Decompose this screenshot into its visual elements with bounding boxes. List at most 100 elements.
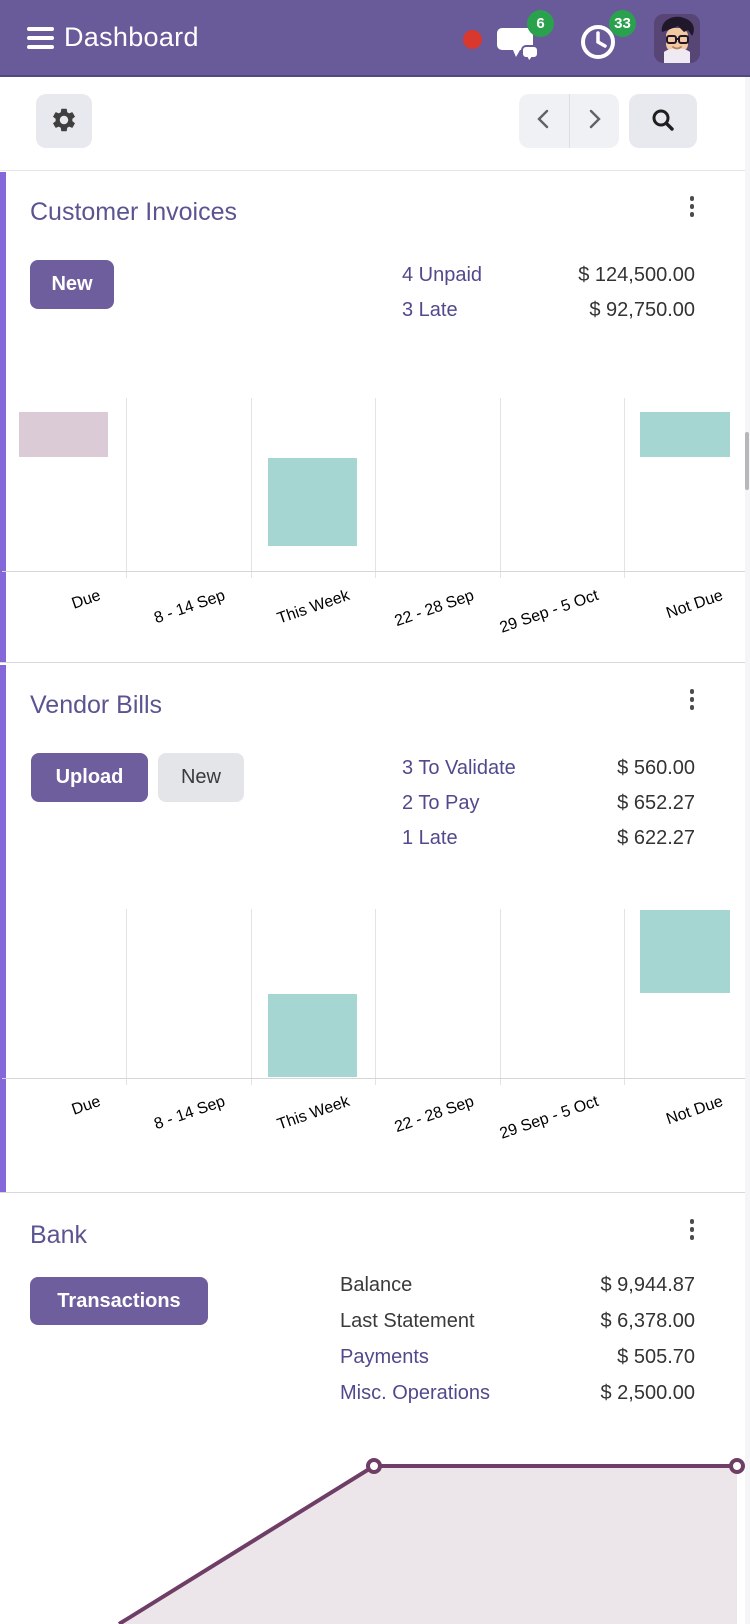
messages-badge: 6 [527, 10, 554, 37]
late-bills-amount: $ 622.27 [617, 827, 695, 849]
data-point-marker[interactable] [366, 1458, 382, 1474]
to-pay-amount: $ 652.27 [617, 792, 695, 814]
last-statement-label: Last Statement [340, 1310, 475, 1332]
transactions-button[interactable]: Transactions [30, 1277, 208, 1325]
avatar[interactable] [654, 14, 700, 63]
customer-invoices-card: Customer Invoices New 4 Unpaid $ 124,500… [0, 172, 750, 663]
unpaid-invoices-link[interactable]: 4 Unpaid [402, 264, 483, 286]
control-panel [0, 77, 750, 171]
bank-card: Bank Transactions Balance $ 9,944.87 Las… [0, 1195, 750, 1624]
late-bills-link[interactable]: 1 Late [402, 827, 458, 849]
payments-link[interactable]: Payments [340, 1346, 429, 1368]
vendor-bills-title: Vendor Bills [30, 691, 163, 719]
page-title: Dashboard [64, 22, 199, 52]
to-validate-link[interactable]: 3 To Validate [402, 757, 516, 779]
balance-label: Balance [340, 1274, 413, 1296]
stat-row: 2 To Pay $ 652.27 [402, 792, 695, 822]
chart-gridline [126, 909, 127, 1085]
previous-page-button[interactable] [519, 94, 570, 148]
stat-row: Payments $ 505.70 [340, 1346, 695, 1376]
bar-this-week[interactable] [268, 994, 357, 1077]
bar-due[interactable] [19, 412, 108, 457]
late-invoices-link[interactable]: 3 Late [402, 299, 458, 321]
misc-operations-amount: $ 2,500.00 [600, 1382, 695, 1404]
vendor-bills-chart: Due 8 - 14 Sep This Week 22 - 28 Sep 29 Sep … [0, 665, 750, 1192]
stat-row: 1 Late $ 622.27 [402, 827, 695, 857]
avatar-illustration [654, 14, 700, 63]
new-bill-button[interactable]: New [158, 753, 244, 802]
search-button[interactable] [629, 94, 697, 148]
bar-not-due[interactable] [640, 910, 730, 993]
scrollbar-thumb[interactable] [745, 432, 749, 490]
x-tick-label: 22 - 28 Sep [392, 1093, 477, 1137]
bar-this-week[interactable] [268, 458, 357, 546]
x-tick-label: Due [69, 1093, 103, 1119]
balance-amount: $ 9,944.87 [600, 1274, 695, 1296]
x-tick-label: 22 - 28 Sep [392, 587, 477, 631]
messages-button[interactable]: 6 [494, 10, 554, 68]
stat-row: 3 Late $ 92,750.00 [402, 299, 695, 329]
area-fill [119, 1466, 737, 1624]
x-tick-label: Not Due [664, 587, 726, 623]
menu-icon[interactable] [27, 27, 54, 49]
chevron-right-icon [583, 108, 605, 135]
activities-button[interactable]: 33 [576, 10, 636, 68]
pager [519, 94, 619, 148]
customer-invoices-chart: Due 8 - 14 Sep This Week 22 - 28 Sep 29 Sep … [0, 172, 750, 662]
kebab-menu-icon[interactable] [682, 1219, 702, 1249]
chevron-left-icon [533, 108, 555, 135]
chart-x-axis [2, 1078, 747, 1079]
next-page-button[interactable] [570, 94, 620, 148]
chart-gridline [126, 398, 127, 578]
last-statement-amount: $ 6,378.00 [600, 1310, 695, 1332]
scrollbar-track [745, 77, 750, 1624]
chart-gridline [375, 398, 376, 578]
to-pay-link[interactable]: 2 To Pay [402, 792, 480, 814]
x-tick-label: This Week [274, 587, 352, 628]
late-invoices-amount: $ 92,750.00 [589, 299, 695, 321]
payments-amount: $ 505.70 [617, 1346, 695, 1368]
stat-row: Misc. Operations $ 2,500.00 [340, 1382, 695, 1412]
kebab-menu-icon[interactable] [682, 689, 702, 719]
customer-invoices-title: Customer Invoices [30, 198, 238, 226]
x-tick-label: This Week [274, 1093, 352, 1134]
x-tick-label: 29 Sep - 5 Oct [497, 587, 601, 637]
chart-x-axis [2, 571, 747, 572]
app-header: Dashboard 6 33 [0, 0, 750, 77]
x-tick-label: 8 - 14 Sep [152, 587, 228, 628]
gear-icon [50, 106, 78, 137]
card-accent-strip [0, 665, 6, 1192]
new-invoice-button[interactable]: New [30, 260, 114, 309]
misc-operations-link[interactable]: Misc. Operations [340, 1382, 491, 1404]
stat-row: Balance $ 9,944.87 [340, 1274, 695, 1304]
card-accent-strip [0, 172, 6, 662]
x-tick-label: Not Due [664, 1093, 726, 1129]
chart-gridline [251, 909, 252, 1085]
kebab-menu-icon[interactable] [682, 196, 702, 226]
upload-bill-button[interactable]: Upload [31, 753, 148, 802]
chart-gridline [500, 909, 501, 1085]
chart-gridline [251, 398, 252, 578]
to-validate-amount: $ 560.00 [617, 757, 695, 779]
bank-title: Bank [30, 1221, 87, 1249]
vendor-bills-card: Vendor Bills Upload New 3 To Validate $ … [0, 665, 750, 1193]
stat-row: Last Statement $ 6,378.00 [340, 1310, 695, 1340]
chart-gridline [624, 398, 625, 578]
recording-indicator-icon [463, 30, 482, 49]
stat-row: 4 Unpaid $ 124,500.00 [402, 264, 695, 294]
bank-balance-chart [117, 1458, 745, 1624]
chart-gridline [624, 909, 625, 1085]
unpaid-invoices-amount: $ 124,500.00 [578, 264, 695, 286]
bar-not-due[interactable] [640, 412, 730, 457]
settings-button[interactable] [36, 94, 92, 148]
activities-badge: 33 [609, 10, 636, 37]
data-point-marker[interactable] [729, 1458, 745, 1474]
chart-gridline [500, 398, 501, 578]
x-tick-label: Due [69, 587, 103, 613]
chart-gridline [375, 909, 376, 1085]
stat-row: 3 To Validate $ 560.00 [402, 757, 695, 787]
x-tick-label: 29 Sep - 5 Oct [497, 1093, 601, 1143]
search-icon [650, 107, 676, 136]
x-tick-label: 8 - 14 Sep [152, 1093, 228, 1134]
